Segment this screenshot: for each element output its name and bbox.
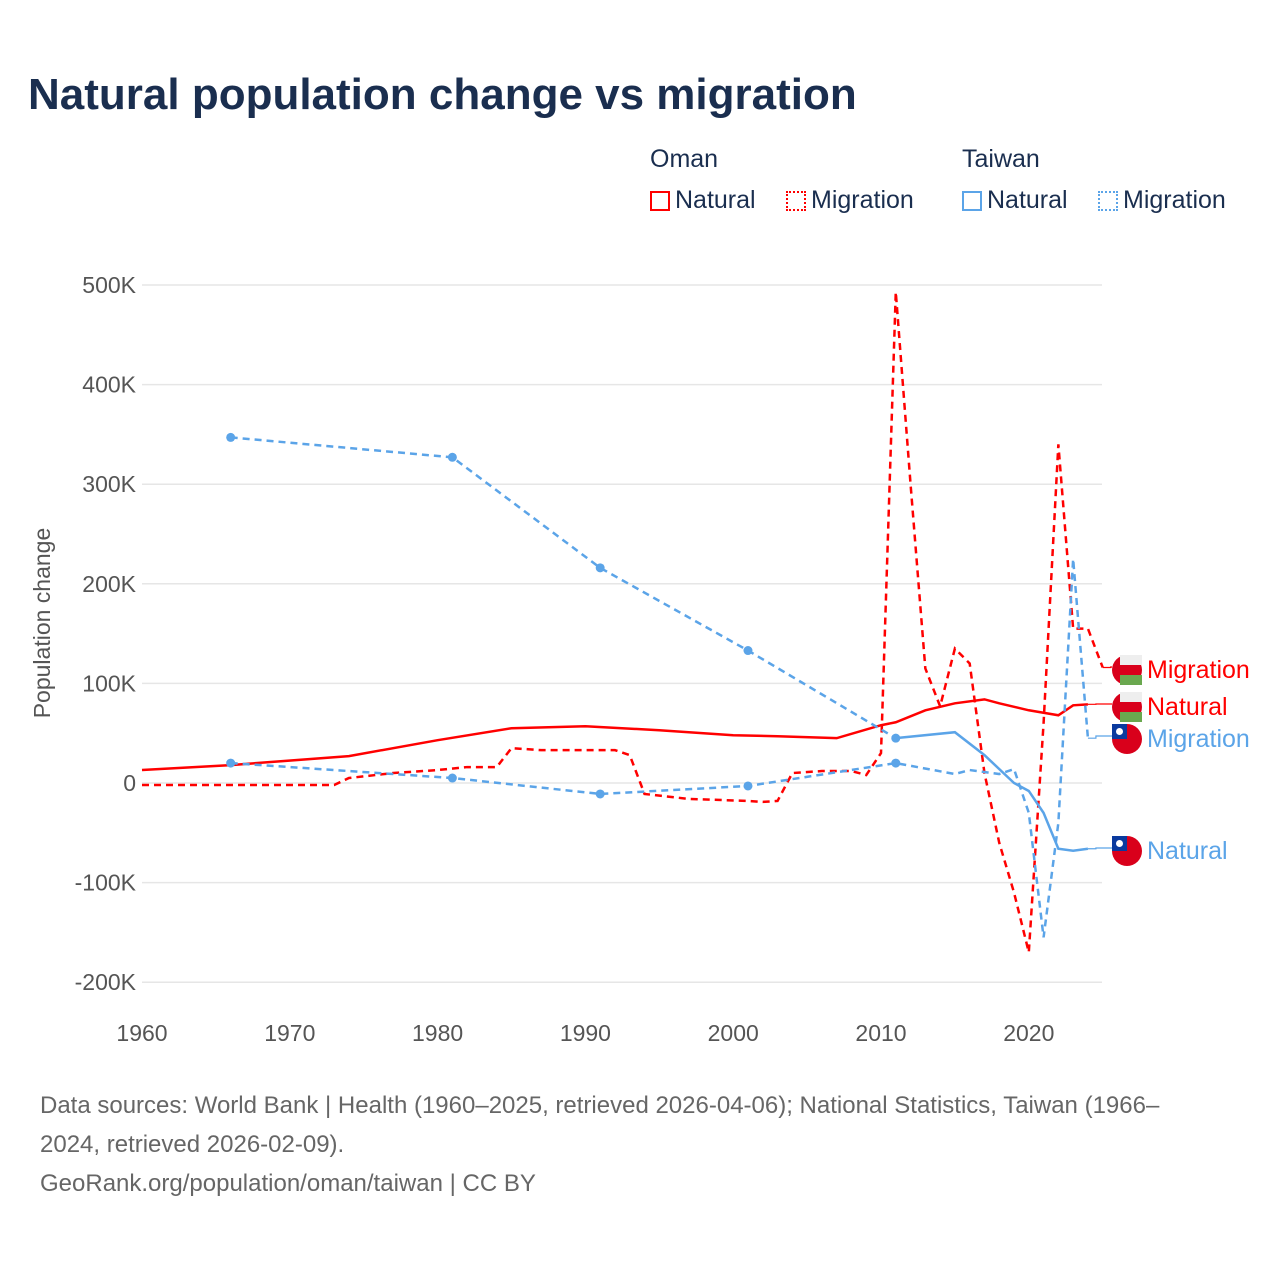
x-tick-label: 2000 [708, 1020, 759, 1046]
legend-group-oman: Oman [650, 145, 719, 173]
series-line-3 [230, 558, 1090, 938]
data-point [447, 773, 457, 783]
legend-swatch-solid [962, 191, 982, 211]
x-tick-label: 2010 [855, 1020, 906, 1046]
legend-swatch-dotted [1098, 191, 1118, 211]
x-tick-label: 1980 [412, 1020, 463, 1046]
y-tick-label: -100K [75, 870, 137, 896]
data-point [447, 452, 457, 462]
data-point [226, 758, 236, 768]
data-point [743, 646, 753, 656]
x-tick-label: 1970 [264, 1020, 315, 1046]
data-point [595, 789, 605, 799]
legend-taiwan-migration[interactable]: Migration [1098, 186, 1226, 215]
x-tick-label: 1990 [560, 1020, 611, 1046]
series-line-1 [142, 291, 1104, 953]
flag-green-band [1120, 675, 1142, 685]
label-connector [1087, 847, 1112, 850]
source-link[interactable]: GeoRank.org/population/oman/taiwan | CC … [40, 1170, 536, 1197]
legend-oman-natural[interactable]: Natural [650, 186, 756, 215]
x-tick-label: 1960 [116, 1020, 167, 1046]
y-tick-label: 0 [123, 770, 136, 796]
end-label: Natural [1147, 693, 1228, 721]
chart-title: Natural population change vs migration [28, 70, 857, 119]
source-line-1: Data sources: World Bank | Health (1960–… [40, 1092, 1160, 1119]
legend-taiwan-natural[interactable]: Natural [962, 186, 1068, 215]
data-point [743, 781, 753, 791]
x-tick-label: 2020 [1003, 1020, 1054, 1046]
flag-sun [1116, 728, 1123, 735]
end-label: Natural [1147, 837, 1228, 865]
flag-sun [1116, 840, 1123, 847]
y-tick-label: 400K [82, 372, 136, 398]
legend-swatch-solid [650, 191, 670, 211]
y-tick-label: 100K [82, 670, 136, 696]
series-line-2-dashed [230, 436, 897, 740]
legend-group-taiwan: Taiwan [962, 145, 1040, 173]
end-label: Migration [1147, 725, 1250, 753]
legend-swatch-dotted [786, 191, 806, 211]
y-axis-label: Population change [29, 528, 55, 719]
source-line-2: 2024, retrieved 2026-02-09). [40, 1131, 345, 1158]
legend-oman-migration[interactable]: Migration [786, 186, 914, 215]
flag-white-band [1120, 692, 1142, 702]
data-point [226, 432, 236, 442]
series-line-0 [141, 698, 1089, 772]
y-tick-label: 500K [82, 272, 136, 298]
flag-white-band [1120, 655, 1142, 665]
y-tick-label: 300K [82, 471, 136, 497]
y-tick-label: 200K [82, 571, 136, 597]
end-label: Migration [1147, 656, 1250, 684]
data-point [891, 758, 901, 768]
data-point [595, 563, 605, 573]
y-tick-label: -200K [75, 969, 137, 995]
label-connector [1087, 735, 1112, 739]
data-point [891, 733, 901, 743]
series-line-2-solid [895, 730, 1089, 852]
flag-green-band [1120, 712, 1142, 722]
